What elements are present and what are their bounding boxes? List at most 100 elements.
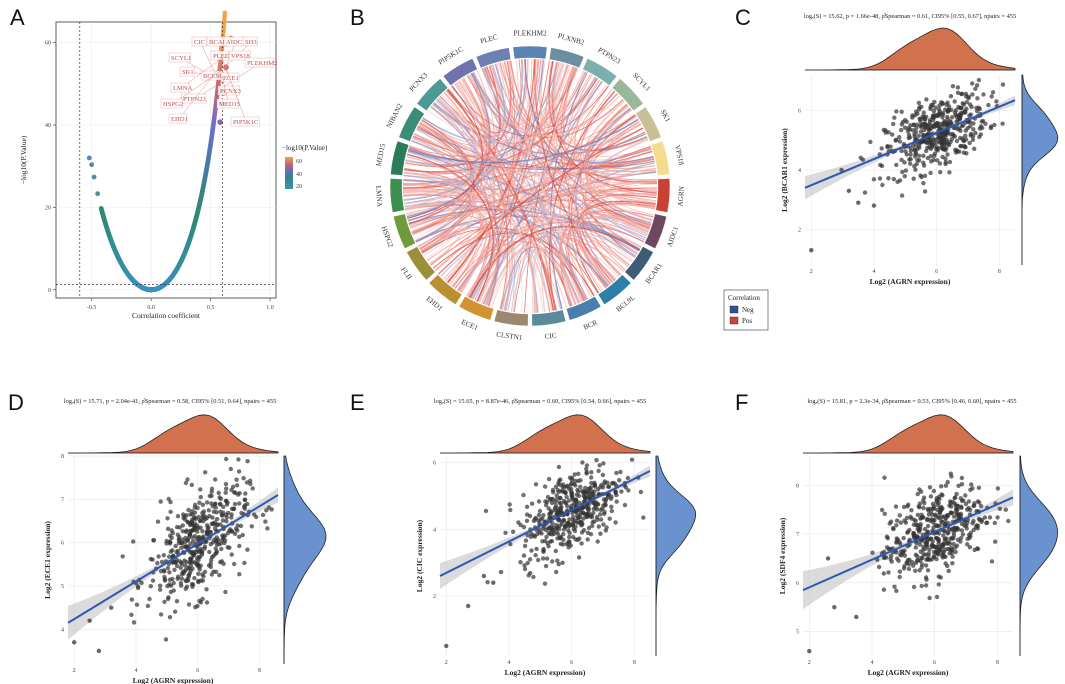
scatter-point: [909, 508, 914, 513]
scatter-point: [992, 520, 997, 526]
scatter-point: [175, 514, 181, 519]
scatter-point: [186, 602, 192, 607]
scatter-point: [935, 552, 941, 557]
scatter-point: [948, 94, 954, 99]
scatter-point: [891, 121, 896, 127]
scatter-point: [155, 560, 160, 566]
volcano-label-box: [216, 98, 239, 109]
scatter-point: [179, 545, 184, 550]
scatter-point: [889, 559, 894, 564]
scatter-point: [898, 520, 903, 525]
scatter-point: [935, 148, 940, 153]
scatter-point: [953, 549, 958, 555]
scatter-point: [198, 546, 204, 552]
scatter-point: [232, 501, 238, 507]
chord-sector-label: CIC: [544, 331, 557, 341]
scatter-point: [903, 520, 909, 525]
scatter-point: [592, 480, 597, 485]
scatter-point: [614, 499, 619, 504]
scatter-ytick-label: 6: [433, 461, 436, 467]
scatter-point: [566, 539, 571, 544]
scatter-point: [898, 552, 903, 557]
scatter-point: [537, 508, 543, 514]
scatter-point: [485, 580, 490, 585]
scatter-point: [190, 539, 196, 544]
chord-link: [512, 62, 560, 312]
scatter-point: [213, 477, 218, 482]
scatter-point: [595, 539, 600, 544]
chord-link: [411, 64, 569, 233]
scatter-point: [234, 483, 240, 488]
scatter-point: [182, 569, 187, 574]
scatter-point: [571, 526, 576, 532]
scatter-point: [212, 502, 217, 507]
scatter-point: [917, 542, 922, 547]
scatter-ytick-label: 2: [433, 594, 436, 600]
scatter-point: [234, 477, 239, 482]
scatter-point: [158, 583, 163, 588]
volcano-label-box: [179, 66, 195, 77]
scatter-point: [935, 113, 940, 119]
scatter-point: [949, 115, 955, 120]
scatter-point: [879, 507, 885, 513]
scatter-point: [967, 545, 973, 550]
scatter-point: [963, 144, 968, 150]
scatter-point: [240, 532, 245, 538]
scatter-point: [959, 504, 964, 509]
scatter-point: [609, 494, 614, 499]
scatter-point: [943, 161, 948, 167]
scatter-point: [209, 501, 214, 506]
chord-sector: [416, 78, 449, 112]
volcano-point: [89, 162, 95, 168]
scatter-point: [970, 81, 975, 86]
scatter-point: [561, 518, 566, 523]
scatter-point: [187, 532, 193, 537]
chord-link: [403, 97, 478, 201]
scatter-xtick-label: 2: [808, 660, 811, 666]
scatter-xlabel: Log2 (AGRN expression): [505, 668, 586, 677]
scatter-xtick-label: 4: [870, 660, 873, 666]
chord-link: [403, 178, 471, 243]
scatter-point: [928, 170, 933, 176]
scatter-regression-line: [804, 99, 1016, 189]
scatter-point: [943, 561, 948, 566]
chord-sector: [597, 274, 632, 305]
scatter-point: [241, 504, 247, 510]
scatter-point: [585, 537, 590, 542]
scatter-point: [977, 126, 983, 131]
scatter-point: [892, 115, 897, 120]
legend-pos-swatch: [729, 316, 739, 325]
scatter-point: [931, 137, 936, 142]
scatter-point: [525, 560, 530, 566]
scatter-point: [583, 489, 588, 494]
scatter-point: [185, 519, 190, 524]
scatter-point: [968, 507, 973, 513]
scatter-point: [882, 475, 887, 480]
scatter-point: [223, 481, 229, 487]
scatter-point: [908, 156, 913, 162]
scatter-point: [150, 557, 155, 562]
scatter-point: [954, 138, 960, 144]
chord-sector: [393, 213, 416, 250]
scatter-point: [175, 576, 180, 581]
chord-link: [403, 151, 653, 182]
scatter-point: [531, 574, 536, 580]
scatter-point: [972, 503, 977, 508]
scatter-point: [904, 119, 909, 125]
scatter-point: [168, 540, 173, 545]
scatter-point: [224, 519, 229, 524]
scatter-point: [877, 176, 883, 181]
scatter-point: [928, 494, 934, 499]
scatter-point: [951, 514, 957, 519]
legend-pos-label: Pos: [742, 317, 752, 325]
scatter-point: [529, 531, 534, 536]
scatter-point: [913, 518, 918, 524]
volcano-gene-label: HSPG2: [163, 101, 183, 108]
scatter-top-density: [68, 414, 279, 454]
scatter-point: [523, 538, 529, 543]
scatter-regression-line: [439, 470, 651, 577]
scatter-point: [224, 456, 229, 462]
chord-sector-label: BCAR1: [644, 261, 664, 285]
scatter-point: [921, 163, 927, 168]
volcano-gene-label: PCNX3: [220, 88, 242, 95]
